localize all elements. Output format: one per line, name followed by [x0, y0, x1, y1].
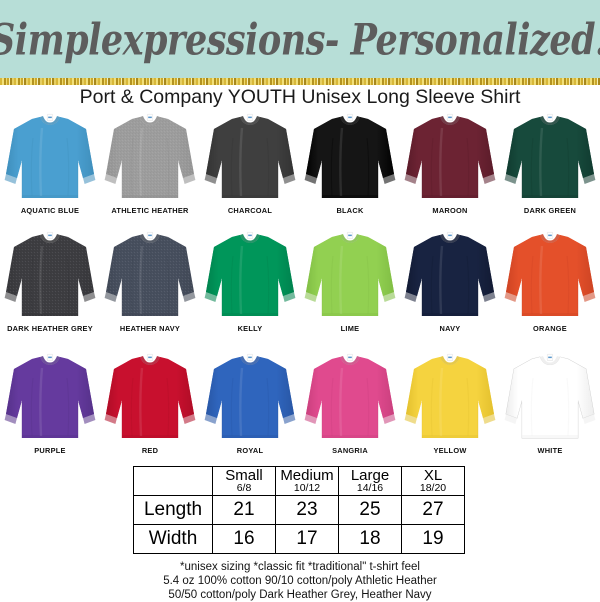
measurement-value: 16 — [212, 524, 276, 554]
color-swatch-lime[interactable]: LIME — [300, 230, 400, 352]
color-swatch-purple[interactable]: PURPLE — [0, 352, 100, 470]
measurement-value: 17 — [275, 524, 339, 554]
color-swatch-navy[interactable]: NAVY — [400, 230, 500, 352]
size-age-range: 14/16 — [356, 482, 384, 494]
color-label: NAVY — [439, 324, 461, 333]
measurement-value: 23 — [275, 495, 339, 525]
measurement-value: 18 — [338, 524, 402, 554]
shirt-image — [2, 352, 98, 444]
measurement-value: 27 — [401, 495, 465, 525]
size-chart-row: Width 16 17 18 19 — [133, 524, 465, 554]
color-swatch-charcoal[interactable]: CHARCOAL — [200, 112, 300, 230]
color-swatch-royal[interactable]: ROYAL — [200, 352, 300, 470]
color-label: BLACK — [336, 206, 364, 215]
color-label: ROYAL — [236, 446, 264, 455]
size-age-range: 18/20 — [419, 482, 447, 494]
color-swatch-sangria[interactable]: SANGRIA — [300, 352, 400, 470]
footer-notes: *unisex sizing *classic fit *traditional… — [0, 560, 600, 602]
size-age-range: 6/8 — [236, 482, 252, 494]
color-label: MAROON — [432, 206, 468, 215]
footer-line: 5.4 oz 100% cotton 90/10 cotton/poly Ath… — [163, 575, 437, 587]
size-name: Small — [225, 467, 263, 484]
size-column-header: Small 6/8 — [212, 466, 276, 496]
measurement-value: 21 — [212, 495, 276, 525]
color-label: ORANGE — [533, 324, 567, 333]
shirt-image — [402, 352, 498, 444]
color-label: DARK HEATHER GREY — [7, 324, 93, 333]
shirt-image — [2, 112, 98, 204]
color-swatch-athletic-heather[interactable]: ATHLETIC HEATHER — [100, 112, 200, 230]
shirt-image — [302, 352, 398, 444]
shirt-image — [302, 230, 398, 322]
color-swatch-black[interactable]: BLACK — [300, 112, 400, 230]
size-chart-table: Small 6/8 Medium 10/12 Large 14/16 XL 18/20 Len… — [133, 466, 465, 554]
shirt-image — [502, 352, 598, 444]
color-label: PURPLE — [34, 446, 66, 455]
size-column-header: XL 18/20 — [401, 466, 465, 496]
color-swatch-kelly[interactable]: KELLY — [200, 230, 300, 352]
color-label: AQUATIC BLUE — [20, 206, 80, 215]
color-swatch-dark-green[interactable]: DARK GREEN — [500, 112, 600, 230]
shirt-image — [402, 230, 498, 322]
shirt-image — [102, 112, 198, 204]
size-chart-header-row: Small 6/8 Medium 10/12 Large 14/16 XL 18/20 — [133, 466, 465, 496]
color-swatch-yellow[interactable]: YELLOW — [400, 352, 500, 470]
color-swatch-maroon[interactable]: MAROON — [400, 112, 500, 230]
shirt-image — [102, 352, 198, 444]
color-swatch-orange[interactable]: ORANGE — [500, 230, 600, 352]
size-chart-corner-cell — [133, 466, 213, 496]
color-label: ATHLETIC HEATHER — [111, 206, 189, 215]
color-label: KELLY — [237, 324, 263, 333]
size-name: Large — [350, 467, 390, 484]
shirt-image — [502, 230, 598, 322]
measurement-label: Length — [133, 495, 213, 525]
shirt-image — [502, 112, 598, 204]
size-column-header: Large 14/16 — [338, 466, 402, 496]
size-chart-body: Length 21 23 25 27 Width 16 17 18 19 — [133, 495, 465, 554]
color-label: CHARCOAL — [227, 206, 273, 215]
color-row: AQUATIC BLUE — [0, 112, 600, 230]
color-label: LIME — [340, 324, 360, 333]
footer-line: *unisex sizing *classic fit *traditional… — [180, 561, 420, 573]
color-label: WHITE — [537, 446, 563, 455]
color-row: PURPLE — [0, 352, 600, 470]
color-label: SANGRIA — [332, 446, 368, 455]
color-swatch-grid: AQUATIC BLUE — [0, 112, 600, 470]
color-swatch-white[interactable]: WHITE — [500, 352, 600, 470]
measurement-value: 25 — [338, 495, 402, 525]
size-name: XL — [423, 467, 443, 484]
color-swatch-dark-heather-grey[interactable]: DARK HEATHER GREY — [0, 230, 100, 352]
glitter-divider — [0, 78, 600, 85]
brand-banner-text: Simplexpressions- Personalized! — [0, 14, 600, 66]
size-column-header: Medium 10/12 — [275, 466, 339, 496]
color-swatch-aquatic-blue[interactable]: AQUATIC BLUE — [0, 112, 100, 230]
color-label: DARK GREEN — [523, 206, 577, 215]
size-age-range: 10/12 — [293, 482, 321, 494]
color-label: RED — [141, 446, 159, 455]
shirt-image — [402, 112, 498, 204]
shirt-image — [202, 230, 298, 322]
measurement-label: Width — [133, 524, 213, 554]
color-label: HEATHER NAVY — [119, 324, 181, 333]
color-label: YELLOW — [433, 446, 467, 455]
shirt-image — [202, 352, 298, 444]
shirt-image — [102, 230, 198, 322]
size-name: Medium — [280, 467, 334, 484]
shirt-image — [302, 112, 398, 204]
page-title: Port & Company YOUTH Unisex Long Sleeve … — [79, 86, 521, 108]
brand-banner: Simplexpressions- Personalized! — [0, 0, 600, 80]
color-swatch-red[interactable]: RED — [100, 352, 200, 470]
color-row: DARK HEATHER GREY — [0, 230, 600, 352]
measurement-value: 19 — [401, 524, 465, 554]
shirt-image — [2, 230, 98, 322]
size-chart-row: Length 21 23 25 27 — [133, 495, 465, 525]
footer-line: 50/50 cotton/poly Dark Heather Grey, Hea… — [168, 589, 432, 601]
color-swatch-heather-navy[interactable]: HEATHER NAVY — [100, 230, 200, 352]
shirt-image — [202, 112, 298, 204]
